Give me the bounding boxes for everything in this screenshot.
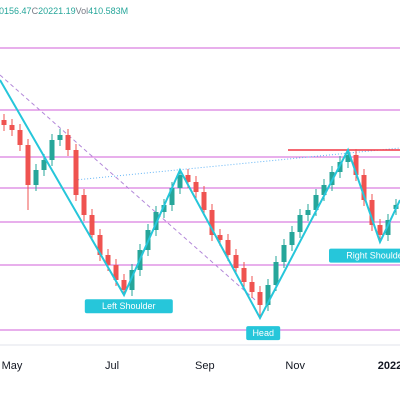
candle-body [225,240,231,255]
candle-body [321,185,327,195]
x-tick-label: 2022 [378,360,400,372]
x-tick-label: Jul [105,360,119,372]
pattern-line [0,79,400,321]
annotation: Head [246,326,281,341]
candle-body [153,212,159,230]
candle-body [313,195,319,210]
candle-body [257,292,263,305]
header-item: Vol [76,6,89,16]
x-tick-label: Nov [285,360,305,372]
candle-body [73,150,79,195]
candle-body [121,280,127,290]
candle-body [17,130,23,145]
candle-body [9,125,15,130]
candle-body [297,215,303,232]
trend-line [75,147,400,181]
annotation-label: Right Shoulder [346,251,400,261]
annotation-box [329,248,400,263]
candle-body [89,215,95,235]
candle-body [129,270,135,290]
trend-line [0,74,256,301]
candle-body [233,255,239,268]
candle-body [241,268,247,282]
candle-body [161,205,167,212]
candle-body [369,200,375,225]
candle-body [41,160,47,170]
candle-body [345,155,351,162]
candle-body [33,170,39,185]
annotation-box [84,299,173,314]
candle-body [65,135,71,150]
x-tick-label: Sep [195,360,215,372]
annotation-box [246,326,281,341]
candle-body [81,195,87,215]
annotation-label: Left Shoulder [102,301,156,311]
candle-body [113,265,119,280]
candle-body [265,285,271,305]
candle-body [1,120,7,125]
x-tick-label: May [2,360,23,372]
candle-body [217,235,223,240]
candle-body [361,175,367,200]
ohlc-header: O20156.47C20221.19Vol410.583M [0,6,128,16]
candle-body [193,182,199,192]
candle-body [97,235,103,255]
candle-body [57,135,63,140]
candle-body [185,175,191,182]
annotation: Right Shoulder [329,248,400,263]
candle-body [281,245,287,262]
header-item: 410.583M [88,6,128,16]
candle-body [305,210,311,215]
candle-body [25,145,31,185]
candle-body [105,255,111,265]
annotation-label: Head [252,328,274,338]
candle-body [249,282,255,292]
candle-body [377,225,383,235]
candle-body [353,155,359,175]
candle-body [169,188,175,205]
candle-body [209,210,215,235]
candle-body [273,262,279,285]
candle-body [49,140,55,160]
candle-body [177,175,183,188]
header-item: 20221.19 [38,6,76,16]
annotation: Left Shoulder [84,299,173,314]
candle-body [201,192,207,210]
candle-body [289,232,295,245]
header-item: C [32,6,39,16]
